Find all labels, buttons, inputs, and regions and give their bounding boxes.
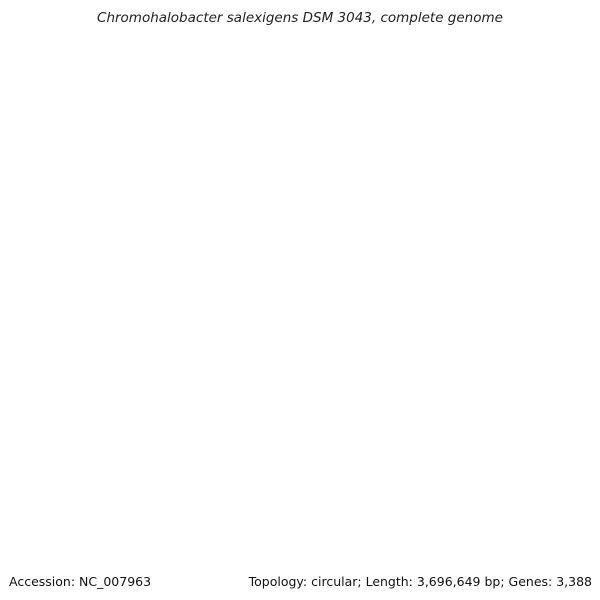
genome-summary-text: Topology: circular; Length: 3,696,649 bp… xyxy=(248,574,592,589)
accession-text: Accession: NC_007963 xyxy=(9,574,152,589)
map-title: Chromohalobacter salexigens DSM 3043, co… xyxy=(97,10,503,26)
